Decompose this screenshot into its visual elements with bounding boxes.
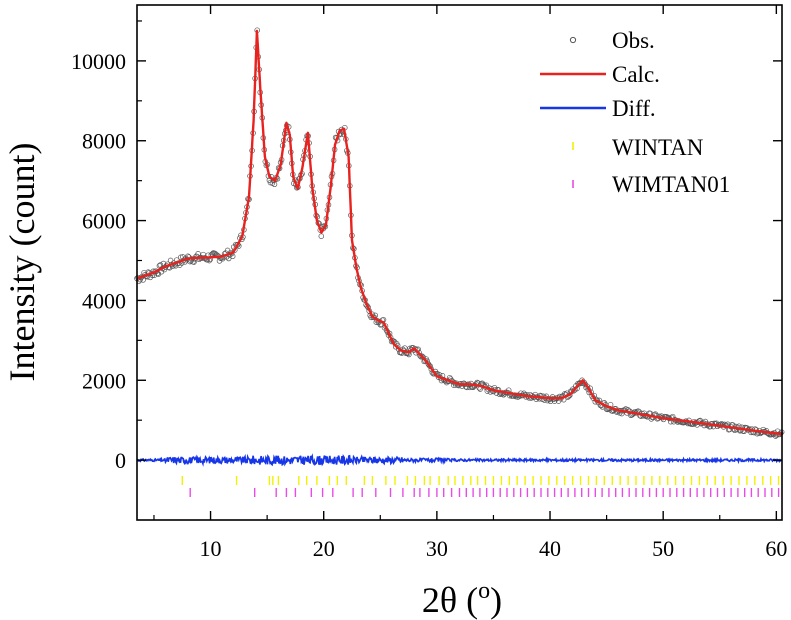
obs-point bbox=[156, 263, 163, 269]
plot-area bbox=[134, 27, 785, 497]
y-tick-label: 0 bbox=[115, 448, 126, 473]
legend-calc-label: Calc. bbox=[612, 62, 660, 87]
obs-point bbox=[195, 251, 201, 257]
y-axis-title: Intensity (count) bbox=[2, 143, 42, 382]
series-obs bbox=[134, 27, 785, 439]
series-calc bbox=[136, 29, 783, 436]
y-tick-label: 8000 bbox=[82, 129, 126, 154]
legend-wintan-label: WINTAN bbox=[612, 135, 704, 160]
x-tick-label: 60 bbox=[765, 536, 787, 561]
series-diff bbox=[136, 453, 782, 467]
x-tick-label: 20 bbox=[313, 536, 335, 561]
y-tick-label: 4000 bbox=[82, 288, 126, 313]
legend-obs-marker bbox=[569, 36, 577, 44]
legend-obs-label: Obs. bbox=[612, 28, 655, 53]
x-axis-title-main: 2θ ( bbox=[422, 580, 478, 620]
obs-point bbox=[191, 259, 197, 265]
axis-ticks: 10 20 30 40 50 60 0 2000 4000 6000 8000 10000 bbox=[71, 5, 787, 561]
y-tick-label: 2000 bbox=[82, 368, 126, 393]
obs-point bbox=[419, 353, 425, 360]
legend-diff-label: Diff. bbox=[612, 96, 656, 121]
obs-point bbox=[229, 253, 236, 260]
x-axis-title-unit: o bbox=[478, 578, 490, 604]
obs-point bbox=[318, 233, 325, 239]
y-tick-label: 6000 bbox=[82, 209, 126, 234]
legend-wimtan01-label: WIMTAN01 bbox=[612, 172, 730, 197]
obs-point bbox=[178, 254, 184, 261]
x-tick-label: 50 bbox=[652, 536, 674, 561]
x-axis-title: 2θ (o) bbox=[422, 578, 502, 620]
x-tick-label: 10 bbox=[200, 536, 222, 561]
axes-frame bbox=[136, 4, 783, 521]
x-axis-title-close: ) bbox=[490, 580, 502, 620]
legend: Obs. Calc. Diff. WINTAN WIMTAN01 bbox=[540, 28, 730, 197]
series-wimtan01-reflections bbox=[189, 488, 780, 497]
y-tick-label: 10000 bbox=[71, 49, 126, 74]
series-wintan-reflections bbox=[181, 476, 780, 485]
x-tick-label: 40 bbox=[539, 536, 561, 561]
x-tick-label: 30 bbox=[426, 536, 448, 561]
